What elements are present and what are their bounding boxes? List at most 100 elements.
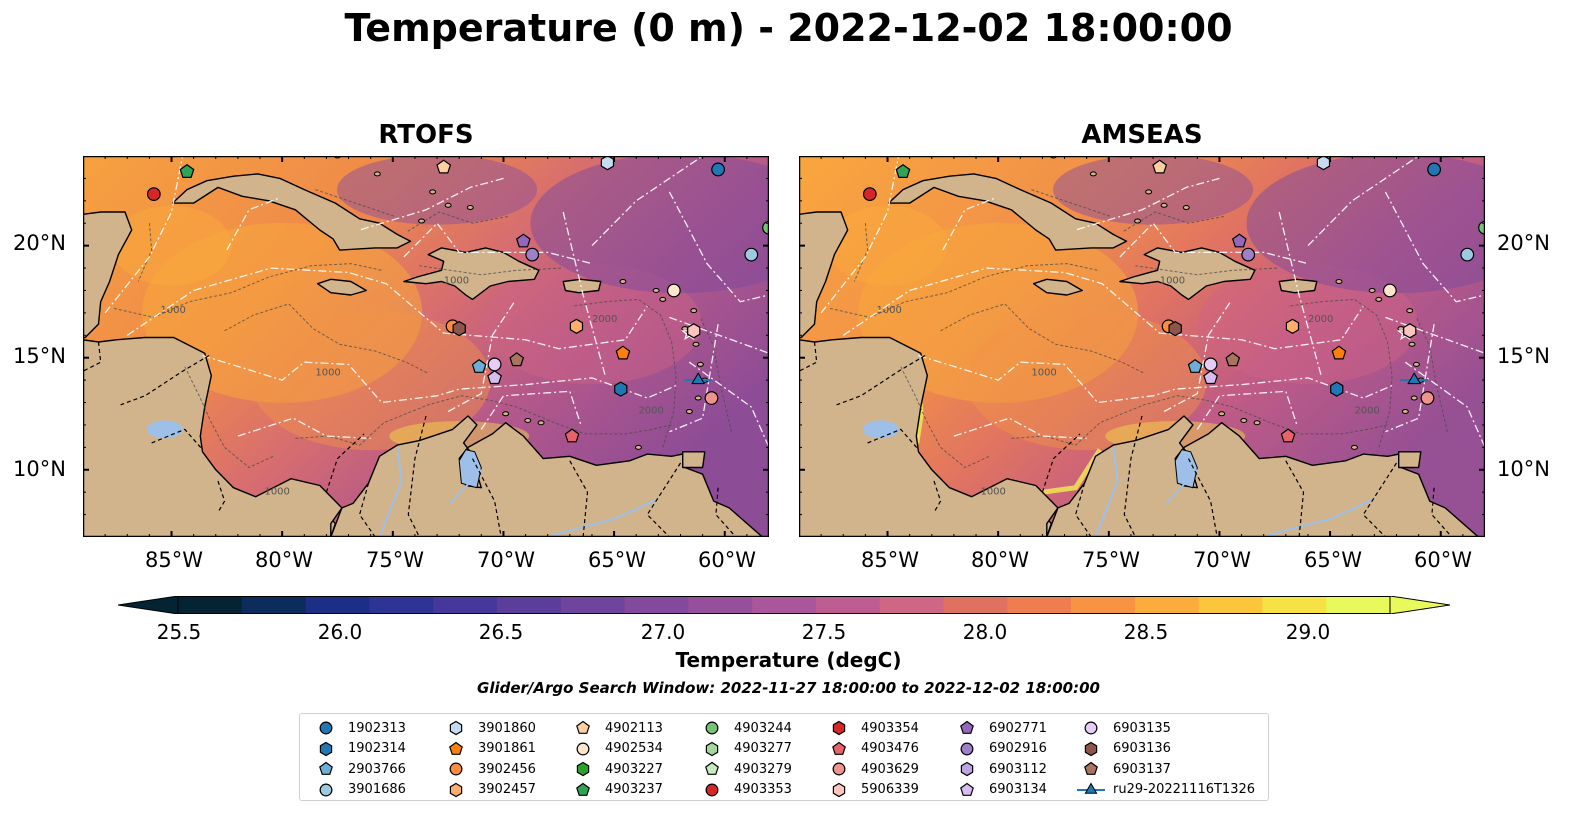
eez-boundary — [1384, 191, 1485, 303]
rtofs-map: 1000 1000 2000 1000 1000 2000 — [83, 156, 769, 537]
platform-legend: 1902313 1902314 2903766 3901686 3901860 39018… — [299, 713, 1269, 801]
eez-boundary — [1163, 301, 1232, 413]
isobath-contour — [1011, 395, 1388, 446]
legend-marker-circle — [1084, 721, 1098, 735]
colorbar-segment — [1134, 596, 1200, 614]
legend-item-3902456: 3902456 — [440, 759, 536, 779]
eez-boundary — [669, 323, 719, 433]
platform-marker-6903134 — [487, 370, 503, 385]
colorbar-segment — [496, 596, 562, 614]
legend-label: 4902534 — [605, 741, 663, 756]
temperature-feature — [111, 205, 232, 286]
platform-marker-1902313 — [1427, 162, 1442, 177]
isobath-label: 1000 — [1031, 368, 1056, 379]
isobath-contour — [900, 366, 990, 469]
legend-marker-4903227 — [576, 761, 590, 777]
isobath-contour — [1135, 265, 1278, 276]
colorbar-tick: 28.5 — [1123, 620, 1169, 644]
amseas-panel-title: AMSEAS — [1081, 120, 1203, 150]
river — [378, 447, 403, 537]
temperature-feature — [827, 205, 948, 286]
eez-boundary — [918, 354, 1395, 404]
eez-boundary — [403, 222, 593, 265]
isobath-label: 1000 — [876, 305, 901, 316]
legend-marker-pentagon — [576, 782, 590, 796]
legend-item-4902113: 4902113 — [567, 718, 663, 738]
platform-marker-2903766 — [471, 358, 487, 373]
lake-maracaibo — [458, 449, 482, 489]
legend-label: 6903136 — [1113, 741, 1171, 756]
legend-label: 6903135 — [1113, 720, 1171, 736]
amseas-map: 1000 1000 2000 1000 1000 2000 — [799, 156, 1485, 537]
island — [429, 189, 437, 195]
platform-marker-6903135 — [1203, 357, 1218, 372]
lon-tick-70w: 70°W — [477, 548, 535, 572]
isobath-contour — [405, 211, 508, 233]
legend-label: 6902771 — [989, 720, 1047, 736]
legend-marker-2903766 — [319, 761, 333, 775]
legend-label: 4903227 — [605, 761, 663, 777]
colorbar-segment — [305, 596, 370, 614]
isobath-contour — [184, 366, 274, 469]
legend-item-4903476: 4903476 — [823, 739, 919, 759]
island — [373, 171, 381, 177]
island — [524, 417, 532, 423]
platform-marker-3901686 — [744, 247, 759, 262]
eez-boundary — [359, 177, 504, 231]
legend-item-4903227: 4903227 — [567, 759, 663, 779]
island — [1368, 287, 1376, 293]
legend-marker-1902313 — [319, 721, 333, 735]
lon-tick-60w: 60°W — [1414, 548, 1472, 572]
country-border — [325, 433, 365, 493]
legend-label: 4903237 — [605, 782, 663, 797]
island — [692, 341, 700, 347]
island — [1240, 417, 1248, 423]
isobath-label: 1000 — [1160, 276, 1185, 287]
legend-label: 4903279 — [734, 761, 792, 777]
platform-marker-1902314 — [1330, 381, 1344, 397]
temperature-feature — [481, 264, 702, 385]
eez-boundary — [953, 417, 1087, 440]
land-jamaica — [316, 278, 367, 296]
legend-label: 1902314 — [348, 741, 406, 756]
island — [1350, 444, 1358, 450]
platform-marker-1902313 — [711, 162, 726, 177]
temperature-feature — [250, 310, 491, 451]
platform-marker-4903476 — [1280, 428, 1296, 443]
lake-maracaibo — [1174, 449, 1198, 489]
lat-tick-15n: 15°N — [13, 344, 66, 368]
legend-label: 6903134 — [989, 782, 1047, 797]
island — [1335, 279, 1343, 285]
temperature-feature — [1246, 156, 1485, 294]
land-jamaica — [1032, 278, 1083, 296]
legend-marker-4903277 — [705, 741, 719, 756]
colorbar-segment — [752, 596, 817, 614]
isobath-contour — [1031, 189, 1112, 217]
legend-item-6903134: 6903134 — [951, 780, 1047, 800]
legend-marker-4903353 — [705, 783, 719, 796]
colorbar-segment — [879, 596, 945, 614]
isobath-contour — [940, 303, 1145, 374]
isobath-label: 1000 — [444, 276, 469, 287]
legend-marker-circle — [319, 783, 333, 796]
land-centralN — [799, 336, 1059, 537]
lon-tick-85w: 85°W — [145, 548, 203, 572]
legend-item-6903135: 6903135 — [1075, 718, 1171, 738]
platform-marker-3901860 — [600, 156, 615, 171]
isobath-contour — [113, 263, 382, 318]
isobath-contour — [224, 303, 429, 374]
colorbar-tick: 27.0 — [640, 620, 686, 644]
legend-marker-5906339 — [832, 782, 846, 797]
legend-label: 4903629 — [861, 761, 919, 777]
legend-item-3902457: 3902457 — [440, 780, 536, 800]
eez-boundary — [668, 191, 769, 303]
eez-boundary — [202, 354, 679, 404]
river — [1165, 469, 1199, 505]
isobath-contour — [853, 223, 869, 282]
island — [1375, 296, 1383, 302]
platform-marker-4903244 — [1478, 220, 1485, 235]
land-yucatan — [83, 211, 133, 339]
legend-label: 1902313 — [348, 720, 406, 736]
lon-tick-80w: 80°W — [971, 548, 1029, 572]
country-border — [471, 458, 502, 537]
